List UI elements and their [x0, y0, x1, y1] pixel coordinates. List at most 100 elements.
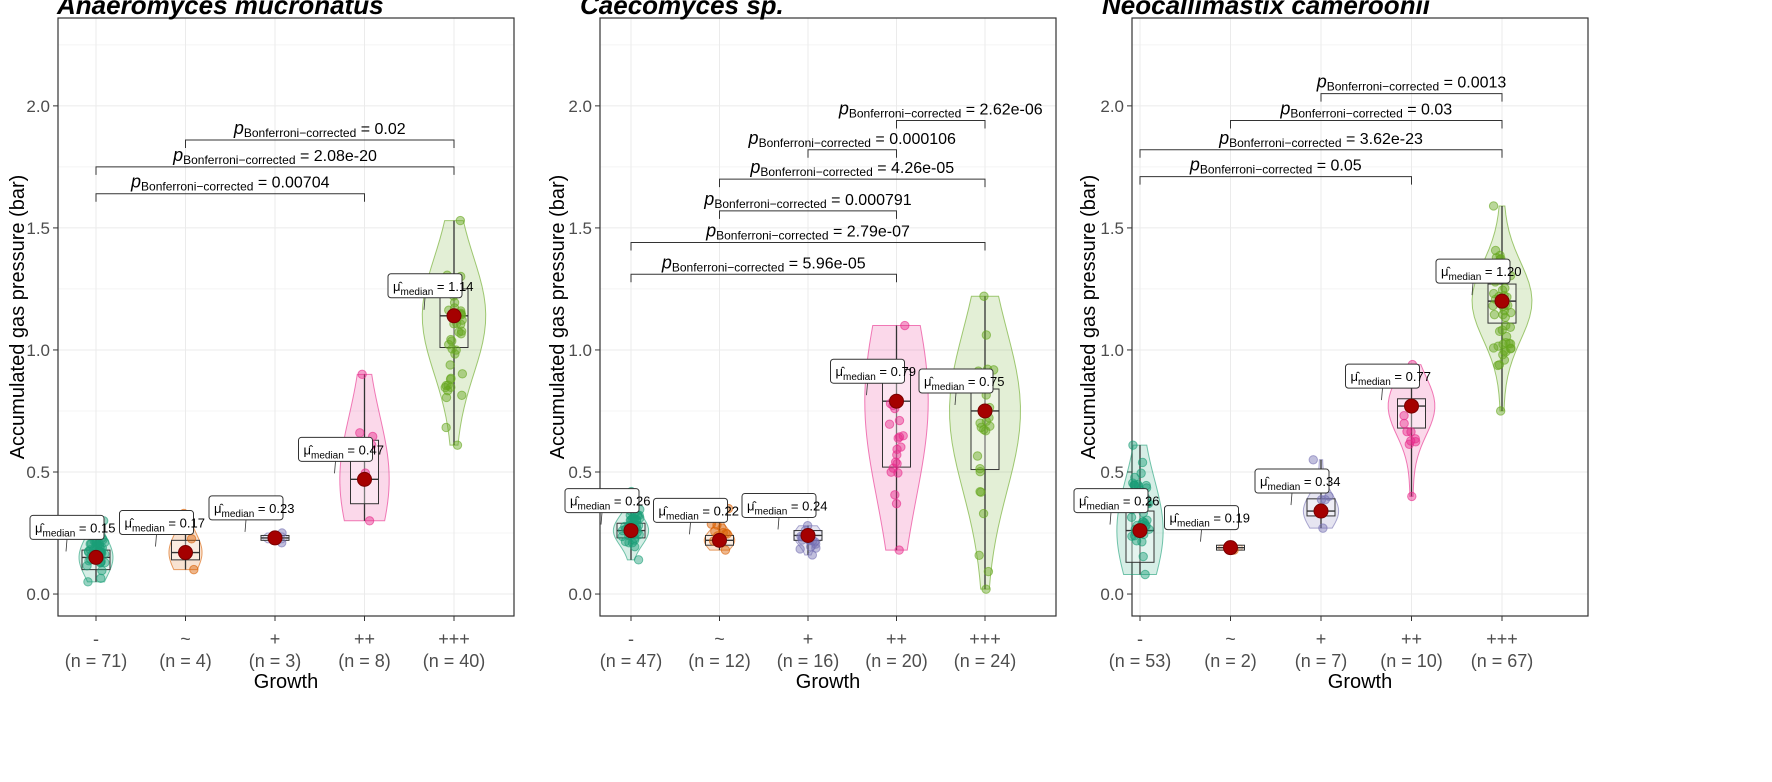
category-5: μ̂median = 1.20 [1435, 201, 1533, 416]
plot-border [1131, 17, 1589, 617]
median-value: 0.26 [625, 494, 650, 509]
data-point [981, 584, 991, 594]
median-point [357, 471, 372, 487]
data-point [189, 564, 199, 575]
equals-sign: = [296, 148, 314, 165]
median-value: 0.34 [1315, 474, 1340, 489]
median-value: 1.20 [1496, 264, 1521, 279]
data-point [805, 542, 816, 552]
equals-sign: = [784, 255, 802, 272]
x-tick-label: - [93, 629, 99, 649]
data-point [1407, 491, 1417, 502]
data-point [985, 421, 995, 431]
x-tick-label: + [1316, 629, 1327, 649]
data-point [1501, 337, 1511, 348]
p-value: 0.000791 [845, 192, 912, 209]
median-value: 0.24 [802, 498, 827, 513]
equals-sign: = [1439, 75, 1457, 92]
p-value-label: pBonferroni−corrected = 0.00704 [130, 172, 330, 194]
data-point [894, 415, 905, 426]
median-label: μ̂median = 0.79 [830, 358, 916, 396]
data-point [457, 369, 468, 379]
equals-sign: = [165, 516, 180, 531]
significance-bracket: pBonferroni−corrected = 0.00704 [95, 172, 365, 202]
p-value-label: pBonferroni−corrected = 0.05 [1189, 155, 1362, 177]
equals-sign: = [964, 374, 979, 389]
data-point [1130, 472, 1140, 483]
median-label: μ̂median = 0.15 [29, 514, 115, 552]
p-symbol: p [1316, 72, 1327, 92]
x-tick-label: +++ [1486, 629, 1518, 649]
x-tick-count: (n = 16) [777, 651, 840, 671]
median-label-box [1164, 505, 1239, 531]
y-tick-label: 1.5 [1100, 219, 1124, 238]
data-point [894, 545, 904, 555]
median-label-leader [1381, 388, 1383, 401]
p-value: 0.05 [1331, 158, 1362, 175]
data-point [720, 545, 731, 555]
data-point [1495, 406, 1506, 416]
median-label: μ̂median = 0.34 [1254, 468, 1340, 506]
data-point [443, 385, 453, 396]
data-point [355, 428, 365, 438]
category-2: μ̂median = 0.17 [119, 508, 205, 575]
p-value: 0.00704 [272, 175, 330, 192]
category-4: μ̂median = 0.77 [1345, 359, 1436, 502]
y-tick-label: 0.5 [568, 463, 592, 482]
data-point [975, 463, 985, 474]
median-label: μ̂median = 1.14 [387, 273, 473, 310]
panel-1: Anaeromyces mucronatus 0.0 0.5 1.0 1.5 2.0 Acc… [7, 0, 515, 693]
x-tick-label: ++ [354, 629, 375, 649]
data-point [1497, 325, 1507, 335]
median-label-leader [866, 383, 868, 396]
data-point [457, 390, 467, 400]
median-label-leader [777, 517, 780, 530]
x-tick-count: (n = 10) [1380, 651, 1443, 671]
equals-sign: = [610, 494, 625, 509]
median-label-text: μ̂median = 0.47 [304, 442, 384, 461]
x-tick-count: (n = 8) [338, 651, 391, 671]
data-point [1399, 418, 1409, 429]
median-point [712, 532, 727, 548]
mu-hat-symbol: μ̂ [35, 520, 45, 535]
x-tick-count: (n = 53) [1109, 651, 1172, 671]
x-tick-count: (n = 2) [1204, 651, 1257, 671]
x-tick-label: + [270, 629, 281, 649]
significance-bracket: pBonferroni−corrected = 0.0013 [1316, 72, 1506, 102]
p-subscript: Bonferroni−corrected [1327, 80, 1439, 94]
data-point [186, 534, 197, 544]
p-value-label: pBonferroni−corrected = 2.79e-07 [705, 221, 910, 243]
category-3: μ̂median = 0.24 [741, 492, 827, 560]
equals-sign: = [433, 279, 448, 294]
data-point [976, 487, 986, 497]
equals-sign: = [961, 102, 979, 119]
bracket-line [719, 210, 897, 219]
y-tick-label: 0.5 [1100, 463, 1124, 482]
mu-hat-symbol: μ̂ [570, 494, 580, 509]
p-symbol: p [703, 189, 714, 209]
equals-sign: = [1210, 511, 1225, 526]
x-tick-count: (n = 67) [1471, 651, 1534, 671]
significance-bracket: pBonferroni−corrected = 0.02 [185, 118, 455, 149]
category-5: μ̂median = 0.75 [918, 291, 1021, 594]
median-label: μ̂median = 0.26 [1073, 488, 1159, 525]
mu-hat-symbol: μ̂ [1260, 474, 1270, 489]
equals-sign: = [254, 501, 269, 516]
x-tick-label: ~ [714, 629, 725, 649]
bracket-line [1139, 149, 1503, 158]
bracket-line [185, 139, 455, 149]
median-label: μ̂median = 0.77 [1345, 363, 1431, 401]
x-tick-count: (n = 20) [865, 651, 928, 671]
p-value: 0.02 [375, 121, 406, 138]
mu-subscript: median [401, 287, 434, 298]
p-subscript: Bonferroni−corrected [141, 180, 253, 194]
data-point [900, 320, 910, 331]
p-value: 5.96e-05 [802, 255, 865, 272]
median-point [889, 393, 904, 409]
median-label-text: μ̂median = 0.24 [747, 498, 827, 517]
x-tick-count: (n = 3) [249, 651, 302, 671]
p-value-label: pBonferroni−corrected = 4.26e-05 [749, 157, 954, 179]
equals-sign: = [1391, 369, 1406, 384]
mu-hat-symbol: μ̂ [924, 374, 934, 389]
p-value-label: pBonferroni−corrected = 0.000791 [703, 189, 911, 211]
